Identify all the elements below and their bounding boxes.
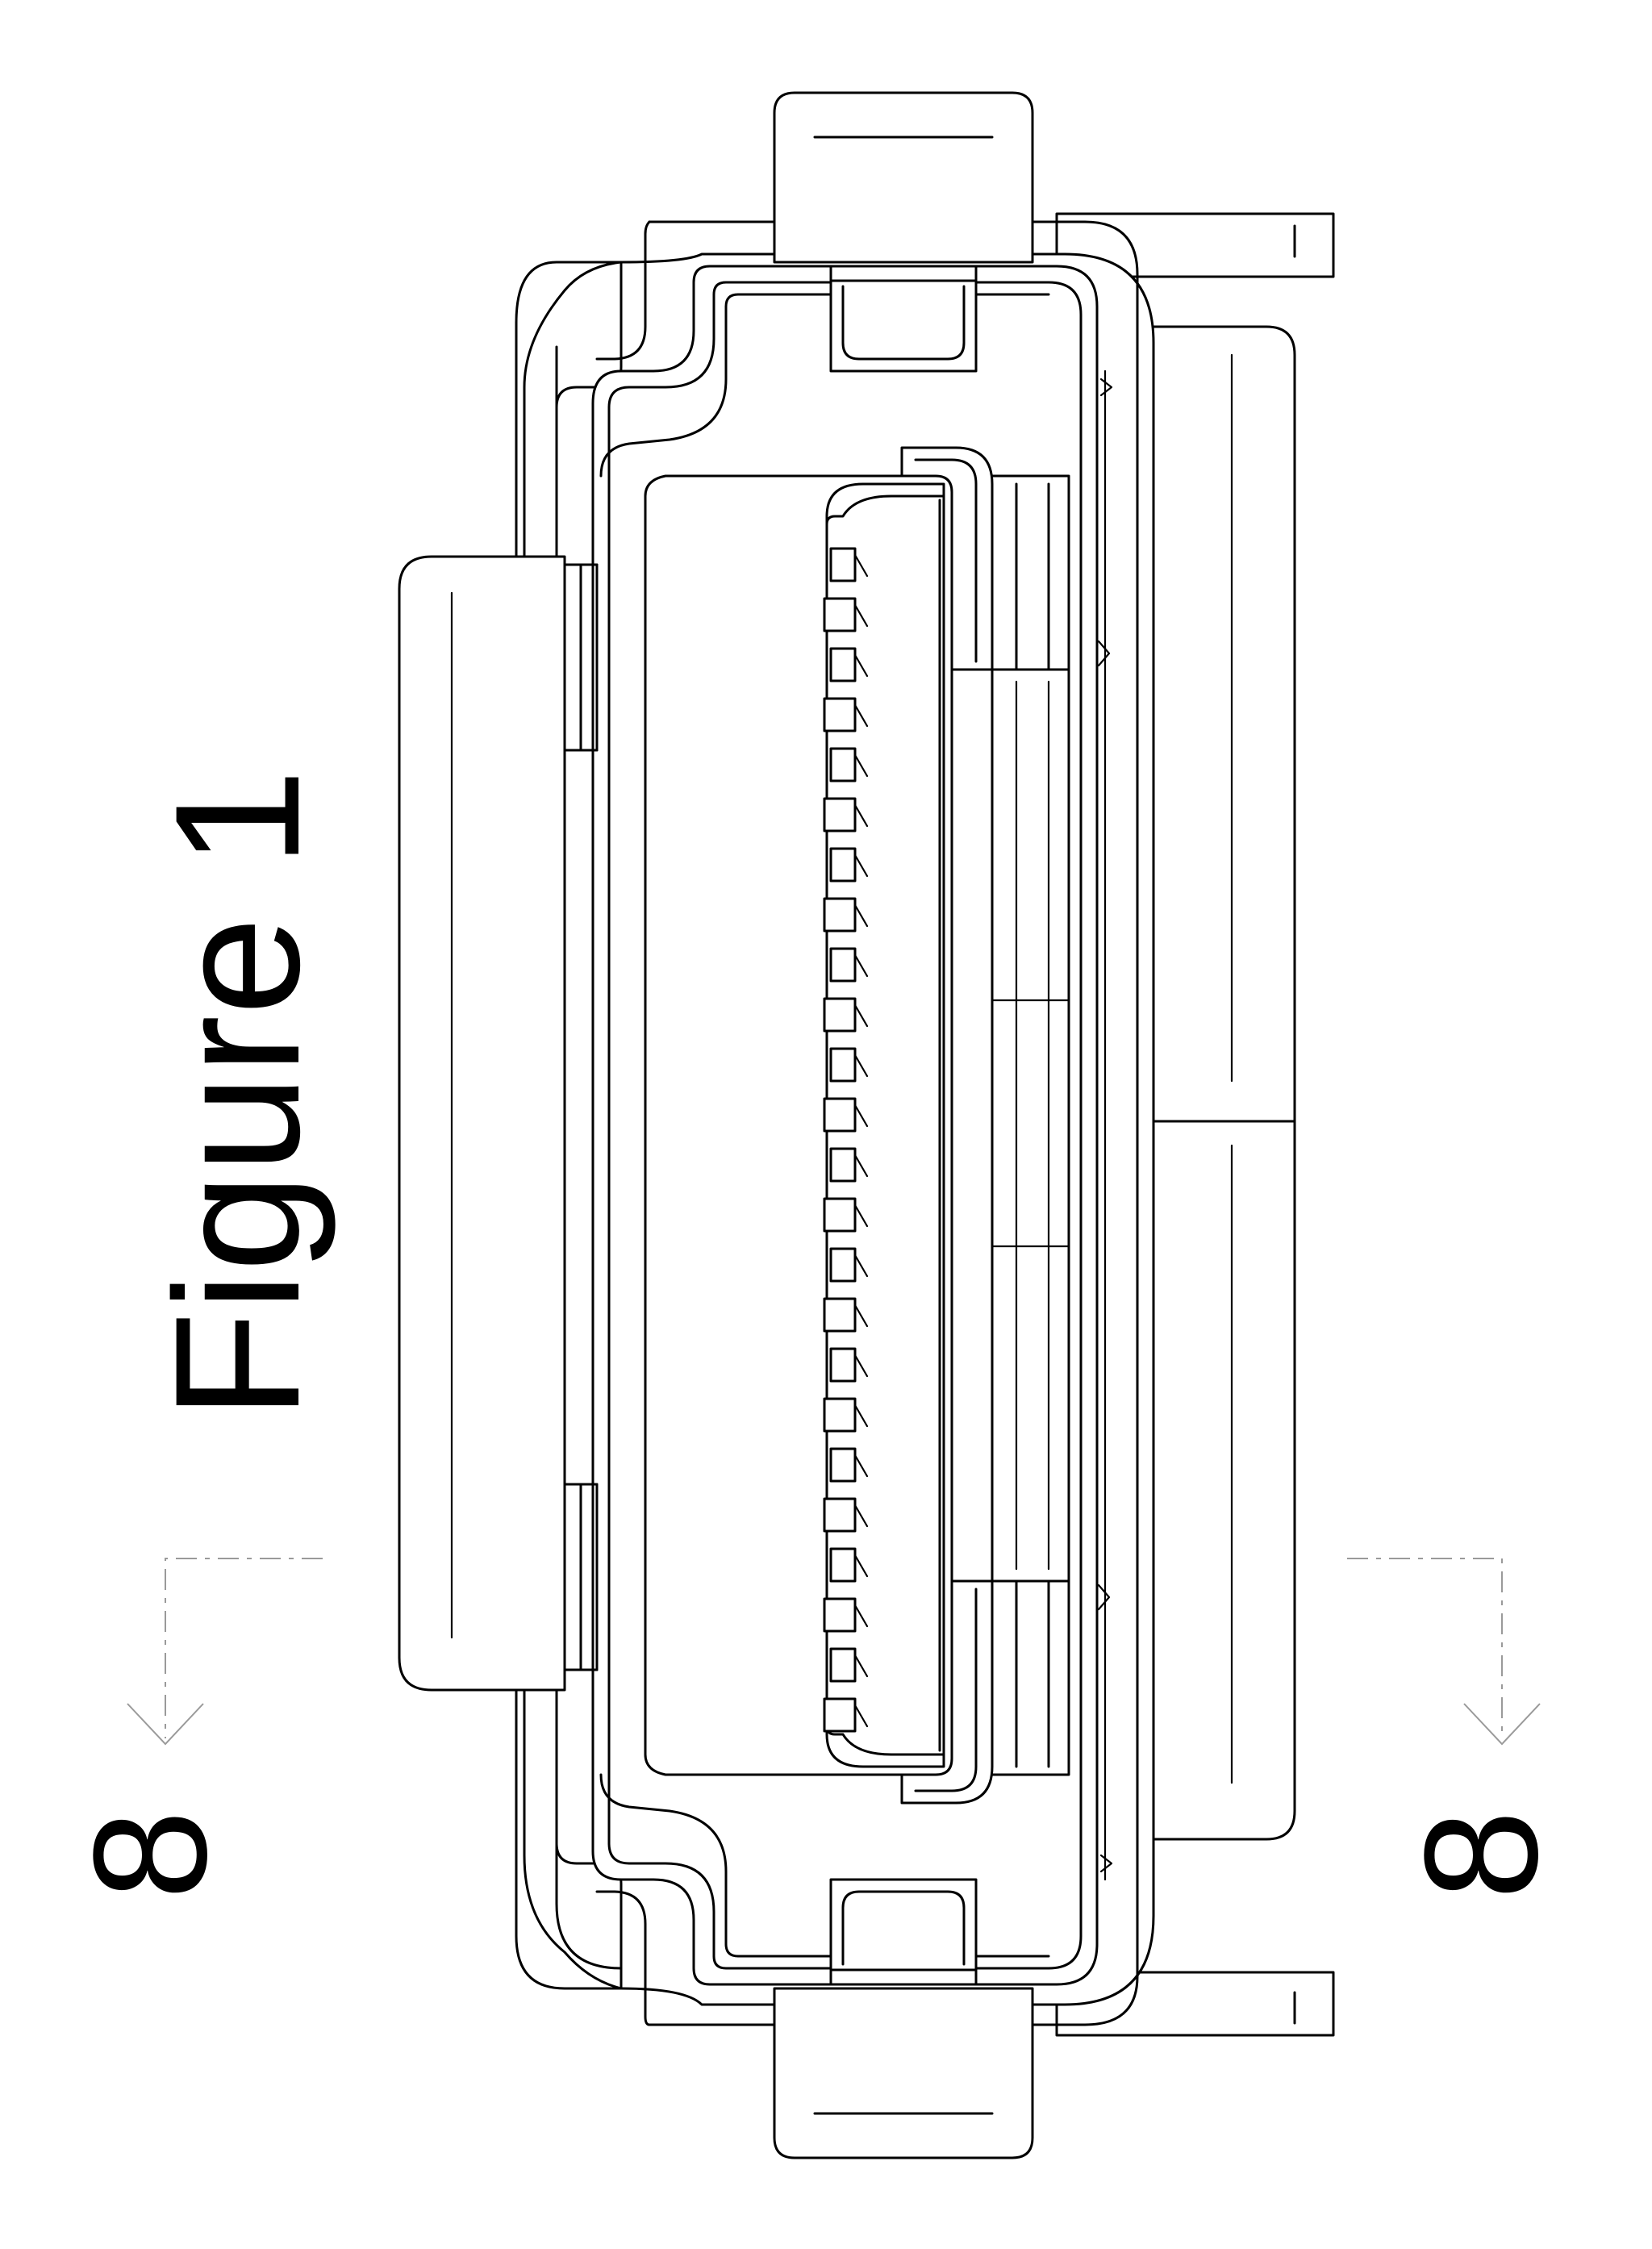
contact-finger <box>824 1599 855 1631</box>
contact-finger <box>831 649 855 681</box>
contact-finger <box>824 1199 855 1231</box>
section-marker-left: 8 <box>60 1558 323 1900</box>
figure-title: Figure 1 <box>138 769 336 1420</box>
contact-finger <box>831 749 855 781</box>
contact-finger <box>824 799 855 831</box>
contact-finger <box>824 1299 855 1331</box>
contact-finger <box>831 549 855 581</box>
contact-finger <box>831 1349 855 1381</box>
contact-finger <box>831 949 855 981</box>
contact-finger <box>831 1449 855 1481</box>
contact-finger <box>824 1699 855 1731</box>
contact-finger <box>824 999 855 1031</box>
section-label-left: 8 <box>60 1810 240 1900</box>
section-label-right: 8 <box>1391 1810 1571 1900</box>
contact-finger <box>831 1549 855 1581</box>
contact-finger <box>824 699 855 731</box>
contact-finger <box>824 599 855 631</box>
contact-finger <box>831 1649 855 1681</box>
contact-finger <box>824 1499 855 1531</box>
contact-finger <box>831 1149 855 1181</box>
latch-lever <box>399 557 565 1690</box>
contact-finger <box>824 1399 855 1431</box>
contact-finger <box>824 1099 855 1131</box>
contact-finger <box>831 1049 855 1081</box>
contact-finger <box>831 1249 855 1281</box>
contact-finger <box>824 899 855 931</box>
section-marker-right: 8 <box>1347 1558 1571 1900</box>
contact-finger <box>831 849 855 881</box>
